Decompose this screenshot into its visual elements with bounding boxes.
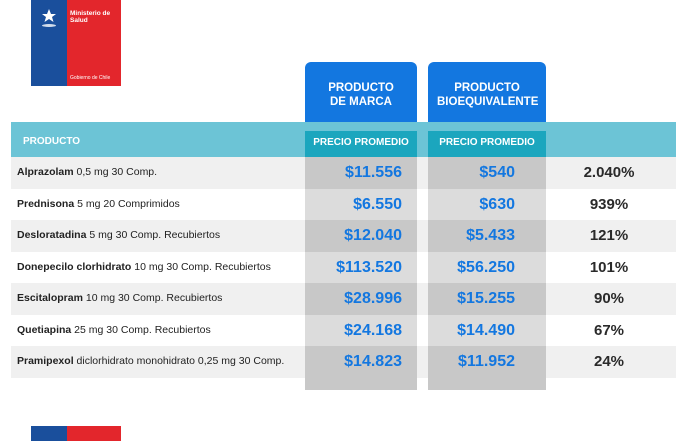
drug-name: Quetiapina bbox=[17, 323, 72, 336]
drug-name: Pramipexol bbox=[17, 355, 74, 367]
footer-red-block bbox=[67, 426, 121, 441]
brand-price-cell: $24.168 bbox=[305, 314, 417, 346]
brand-product-tab: PRODUCTO DE MARCA bbox=[305, 62, 417, 129]
drug-detail: 25 mg 30 Comp. Recubiertos bbox=[71, 323, 211, 336]
bioequivalent-price-cell: $540 bbox=[428, 157, 546, 189]
drug-detail: 5 mg 30 Comp. Recubiertos bbox=[86, 229, 221, 241]
bioequivalent-price-cell: $15.255 bbox=[428, 283, 546, 315]
brand-price-cell: $113.520 bbox=[305, 251, 417, 283]
price-difference: 67% bbox=[593, 321, 625, 339]
table-row: Quetiapina 25 mg 30 Comp. Recubiertos $2… bbox=[11, 314, 676, 346]
table-row: Desloratadina 5 mg 30 Comp. Recubiertos … bbox=[11, 220, 676, 252]
product-column-header: PRODUCTO bbox=[23, 136, 81, 147]
bioequivalent-price-cell: $14.490 bbox=[428, 314, 546, 346]
logo-government-text: Gobierno de Chile bbox=[70, 75, 111, 81]
bioequivalent-price-cell: $630 bbox=[428, 188, 546, 220]
table-header: PRODUCTO PRECIO PROMEDIO PRECIO PROMEDIO bbox=[11, 122, 676, 157]
drug-detail: 0,5 mg 30 Comp. bbox=[73, 166, 158, 178]
chile-coat-of-arms-icon bbox=[42, 9, 56, 27]
drug-detail: 5 mg 20 Comprimidos bbox=[74, 197, 180, 210]
bioequivalent-column-bottom bbox=[428, 378, 546, 390]
footer-flag-bar bbox=[31, 426, 121, 441]
product-name: Quetiapina 25 mg 30 Comp. Recubiertos bbox=[17, 324, 211, 336]
logo-red-block bbox=[67, 0, 121, 86]
price-difference: 90% bbox=[593, 290, 625, 307]
price-difference: 939% bbox=[589, 195, 629, 213]
logo-ministry-text: Ministerio de Salud bbox=[70, 10, 111, 24]
footer-blue-block bbox=[31, 426, 67, 441]
drug-name: Escitalopram bbox=[17, 292, 83, 304]
product-name: Alprazolam 0,5 mg 30 Comp. bbox=[17, 166, 157, 178]
bioequivalent-product-tab: PRODUCTO BIOEQUIVALENTE bbox=[428, 62, 546, 129]
table-row: Pramipexol diclorhidrato monohidrato 0,2… bbox=[11, 346, 676, 378]
bioequivalent-product-title: PRODUCTO BIOEQUIVALENTE bbox=[437, 82, 539, 108]
brand-price-cell: $11.556 bbox=[305, 157, 417, 189]
table-row: Alprazolam 0,5 mg 30 Comp. $11.556 $540 … bbox=[11, 157, 676, 189]
brand-product-title: PRODUCTO DE MARCA bbox=[328, 82, 394, 108]
drug-name: Desloratadina bbox=[17, 229, 87, 241]
price-difference: 2.040% bbox=[583, 164, 635, 181]
table-row: Donepecilo clorhidrato 10 mg 30 Comp. Re… bbox=[11, 251, 676, 283]
ministry-logo: Ministerio de Salud Gobierno de Chile bbox=[31, 0, 121, 86]
drug-detail: 10 mg 30 Comp. Recubiertos bbox=[82, 292, 223, 304]
drug-detail: 10 mg 30 Comp. Recubiertos bbox=[131, 260, 271, 273]
product-name: Donepecilo clorhidrato 10 mg 30 Comp. Re… bbox=[17, 261, 271, 273]
brand-price-cell: $14.823 bbox=[305, 346, 417, 378]
price-table-body: Alprazolam 0,5 mg 30 Comp. $11.556 $540 … bbox=[11, 157, 676, 378]
brand-price-cell: $28.996 bbox=[305, 283, 417, 315]
drug-name: Prednisona bbox=[17, 197, 75, 210]
drug-name: Alprazolam bbox=[17, 166, 74, 178]
product-name: Desloratadina 5 mg 30 Comp. Recubiertos bbox=[17, 229, 220, 241]
price-difference: 24% bbox=[593, 353, 625, 370]
price-difference: 121% bbox=[589, 227, 629, 244]
brand-price-header: PRECIO PROMEDIO bbox=[305, 131, 417, 157]
drug-detail: diclorhidrato monohidrato 0,25 mg 30 Com… bbox=[73, 355, 285, 367]
price-difference: 101% bbox=[589, 258, 629, 276]
bioequivalent-price-header: PRECIO PROMEDIO bbox=[428, 131, 546, 157]
brand-price-cell: $12.040 bbox=[305, 220, 417, 252]
product-name: Escitalopram 10 mg 30 Comp. Recubiertos bbox=[17, 292, 222, 304]
table-row: Escitalopram 10 mg 30 Comp. Recubiertos … bbox=[11, 283, 676, 315]
bioequivalent-price-cell: $56.250 bbox=[428, 251, 546, 283]
bioequivalent-price-cell: $5.433 bbox=[428, 220, 546, 252]
table-row: Prednisona 5 mg 20 Comprimidos $6.550 $6… bbox=[11, 188, 676, 220]
product-name: Pramipexol diclorhidrato monohidrato 0,2… bbox=[17, 355, 284, 367]
brand-price-cell: $6.550 bbox=[305, 188, 417, 220]
brand-column-bottom bbox=[305, 378, 417, 390]
bioequivalent-price-cell: $11.952 bbox=[428, 346, 546, 378]
product-name: Prednisona 5 mg 20 Comprimidos bbox=[17, 198, 180, 210]
drug-name: Donepecilo clorhidrato bbox=[17, 260, 132, 273]
